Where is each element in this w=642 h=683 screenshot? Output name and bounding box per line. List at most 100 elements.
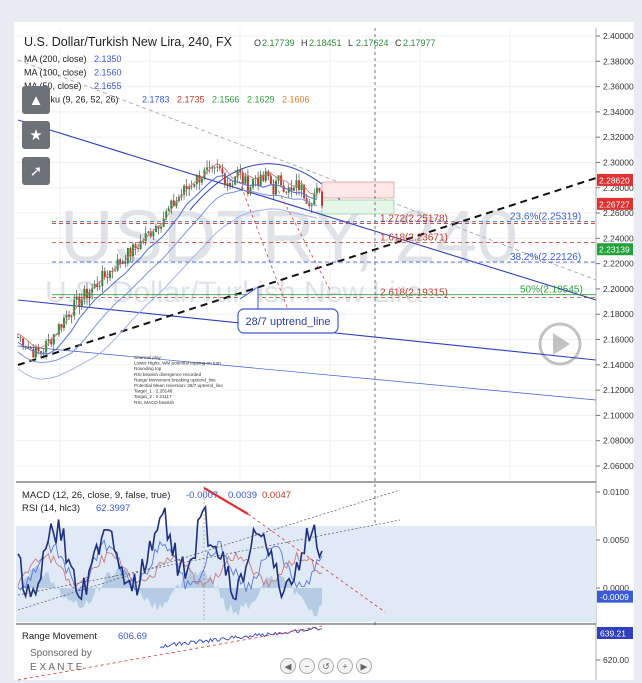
indicator-value: 2.1735	[177, 95, 205, 105]
candle-body	[78, 296, 81, 307]
candle-body	[198, 174, 201, 183]
candle-body	[206, 167, 209, 170]
price-tick-label: 2.36000	[603, 82, 634, 92]
price-tick-label: 2.12000	[603, 385, 634, 395]
candle-body	[19, 337, 22, 339]
fib-label: 1.618(2.23671)	[380, 233, 448, 244]
indicator-legend: MA (200, close) 2.1350 MA (100, close) 2.15…	[24, 54, 310, 105]
target-zone-green	[321, 199, 395, 215]
candle-body	[292, 187, 295, 191]
note-line: Range Movement breaking uptrend_line	[134, 377, 216, 382]
nav-button[interactable]	[337, 658, 353, 674]
candle-body	[83, 288, 86, 300]
ohlc-key: H	[301, 38, 308, 48]
candle-body	[52, 334, 55, 345]
candle-body	[165, 211, 168, 219]
candle-body	[218, 166, 221, 169]
candle-body	[229, 183, 232, 186]
divergence-projection	[247, 513, 386, 613]
candle-body	[27, 347, 30, 349]
nav-button-icon: ↺	[322, 662, 330, 672]
price-tag-label: 2.23139	[599, 245, 630, 255]
macd-tick-label: 0.0000	[603, 583, 629, 593]
candle-body	[116, 259, 119, 271]
candle-body	[226, 183, 229, 186]
sponsor-brand[interactable]: E X A N T E	[30, 662, 83, 673]
nav-button[interactable]	[318, 658, 334, 674]
ohlc-readout: O 2.17739 H 2.18451 L 2.17624 C 2.17977	[254, 38, 436, 48]
nav-controls[interactable]: ◀ − ↺ + ▶	[280, 658, 372, 674]
candle-body	[185, 185, 188, 189]
candle-body	[290, 187, 293, 191]
price-tick-label: 2.38000	[603, 56, 634, 66]
candle-body	[216, 166, 219, 168]
candle-body	[106, 276, 109, 279]
nav-button[interactable]	[356, 658, 372, 674]
nav-button[interactable]	[299, 658, 315, 674]
symbol-title: U.S. Dollar/Turkish New Lira, 240, FX	[24, 35, 233, 49]
channel-mid-line	[17, 59, 596, 281]
price-tick-label: 2.34000	[603, 107, 634, 117]
candle-body	[96, 283, 99, 288]
candle-body	[298, 180, 301, 191]
indicator-label: MA (100, close)	[24, 68, 87, 78]
candle-body	[103, 271, 106, 277]
candle-body	[175, 200, 178, 207]
favorite-button[interactable]: ★	[22, 121, 50, 149]
nav-button-icon: ◀	[285, 662, 292, 672]
indicator-value: 2.1566	[212, 95, 240, 105]
ma-50-line	[17, 174, 318, 355]
candle-body	[200, 178, 203, 183]
fib-label: 2.618(2.19315)	[380, 288, 448, 299]
candle-body	[160, 226, 163, 229]
note-line: Lower Highs, WM potential topping on tur…	[134, 361, 221, 366]
candle-body	[129, 247, 132, 257]
ohlc-key: L	[348, 38, 353, 48]
candle-body	[167, 208, 170, 212]
ma-200-line	[17, 208, 318, 380]
share-button[interactable]: ➚	[22, 157, 50, 185]
candle-body	[223, 173, 226, 186]
play-icon[interactable]	[538, 322, 582, 366]
price-tick-label: 2.16000	[603, 335, 634, 345]
uptrend-callout[interactable]: 28/7 uptrend_line	[237, 286, 339, 334]
ohlc-value: 2.17977	[403, 38, 436, 48]
candle-body	[190, 186, 193, 188]
macd-tag-label: -0.0009	[600, 592, 629, 602]
candle-body	[47, 339, 50, 342]
candle-body	[231, 184, 234, 186]
candle-body	[239, 169, 242, 173]
side-toolbar-collapse-button[interactable]: ▲	[22, 86, 50, 114]
indicator-value: 2.1629	[247, 95, 275, 105]
range-movement-plot: 620.00 639.21	[17, 625, 633, 681]
candle-body	[114, 270, 117, 272]
macd-value-main: -0.0007	[186, 490, 218, 501]
rsi-trend-line	[17, 519, 401, 596]
candle-body	[119, 259, 122, 265]
candle-body	[244, 176, 247, 184]
fib-label: 50%(2.19545)	[520, 285, 583, 296]
macd-value-signal: 0.0039	[228, 490, 257, 501]
macd-rsi-plot	[17, 486, 401, 622]
macd-tick-label: 0.0100	[603, 487, 629, 497]
price-tick-label: 2.18000	[603, 309, 634, 319]
rsi-value: 62.3997	[96, 503, 130, 514]
nav-button-icon: +	[342, 662, 347, 672]
candle-body	[259, 174, 262, 186]
candle-body	[73, 299, 76, 316]
candle-body	[88, 292, 91, 299]
fib-levels: 1.272(2.25178) 1.618(2.23671) 2.618(2.1931…	[52, 212, 596, 299]
candle-body	[42, 352, 45, 354]
ohlc-value: 2.18451	[309, 38, 342, 48]
price-axis[interactable]: 2.40000 2.38000 2.36000 2.34000 2.32000 2.300…	[596, 31, 634, 471]
candle-body	[315, 187, 318, 194]
indicator-value: 2.1655	[94, 81, 122, 91]
candle-body	[147, 231, 150, 234]
candle-body	[193, 184, 196, 187]
candle-body	[264, 171, 267, 181]
note-line: Potential Mean reversion: 28/7 uptrend_l…	[134, 383, 223, 388]
price-tick-label: 2.22000	[603, 259, 634, 269]
nav-button[interactable]	[280, 658, 296, 674]
